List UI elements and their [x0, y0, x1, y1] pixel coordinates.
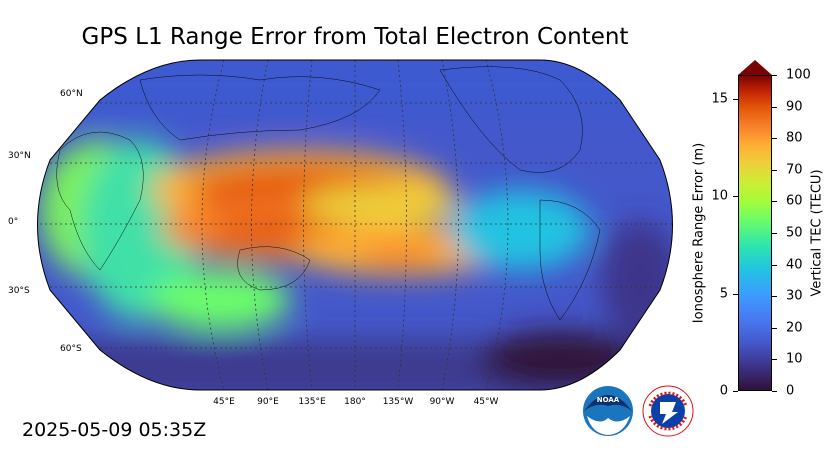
lat-label-0: 0° [8, 217, 19, 227]
tec-tick-mark [772, 391, 777, 392]
tec-tick-label: 60 [786, 193, 803, 209]
tec-tick-label: 10 [786, 351, 803, 367]
graticule [37, 60, 673, 390]
lon-label-90e: 90°E [257, 397, 279, 407]
colorbar [738, 75, 772, 391]
tec-tick-mark [772, 201, 777, 203]
tec-tick-label: 100 [786, 67, 811, 83]
tec-tick-label: 50 [786, 225, 803, 241]
range-error-tick-label: 0 [719, 383, 728, 399]
coastlines [56, 66, 601, 321]
timestamp: 2025-05-09 05:35Z [22, 419, 207, 441]
range-error-tick-label: 10 [711, 188, 728, 204]
lat-label-60n: 60°N [60, 89, 83, 99]
lat-label-60s: 60°S [60, 344, 82, 354]
lon-label-135w: 135°W [382, 397, 414, 407]
lon-label-90w: 90°W [429, 397, 455, 407]
lon-label-45w: 45°W [473, 397, 499, 407]
map-border [37, 59, 673, 391]
range-error-tick-mark [733, 196, 738, 198]
lon-label-135e: 135°E [298, 397, 326, 407]
range-error-tick-label: 15 [711, 91, 728, 107]
nws-logo [642, 385, 694, 437]
tec-tick-mark [772, 296, 777, 298]
noaa-logo-text: NOAA [597, 396, 620, 404]
tec-tick-mark [772, 75, 777, 76]
range-error-tick-mark [733, 293, 738, 295]
tec-tick-label: 30 [786, 288, 803, 304]
lon-label-180: 180° [344, 397, 366, 407]
tec-tick-label: 20 [786, 320, 803, 336]
range-error-tick-mark [733, 391, 738, 392]
tec-tick-mark [772, 233, 777, 234]
lon-label-45e: 45°E [213, 397, 235, 407]
tec-tick-mark [772, 264, 777, 266]
lat-label-30s: 30°S [8, 286, 30, 296]
vertical-tec-axis-label: Vertical TEC (TECU) [809, 169, 825, 297]
lat-label-30n: 30°N [8, 151, 31, 161]
tec-tick-label: 40 [786, 257, 803, 273]
tec-tick-label: 90 [786, 99, 803, 115]
tec-tick-mark [772, 106, 777, 108]
range-error-tick-mark [733, 99, 738, 101]
tec-tick-mark [772, 327, 777, 329]
logos: NOAA [583, 385, 694, 437]
tec-tick-mark [772, 169, 777, 171]
chart-title: GPS L1 Range Error from Total Electron C… [81, 24, 629, 50]
tec-tick-label: 80 [786, 130, 803, 146]
colorbar-extend-arrow [738, 60, 772, 75]
noaa-logo: NOAA [583, 386, 633, 436]
tec-tick-mark [772, 359, 777, 361]
tec-tick-label: 70 [786, 162, 803, 178]
tec-tick-mark [772, 138, 777, 140]
tec-tick-label: 0 [786, 383, 795, 399]
range-error-axis-label: Ionosphere Range Error (m) [691, 142, 707, 324]
range-error-tick-label: 5 [719, 286, 728, 302]
